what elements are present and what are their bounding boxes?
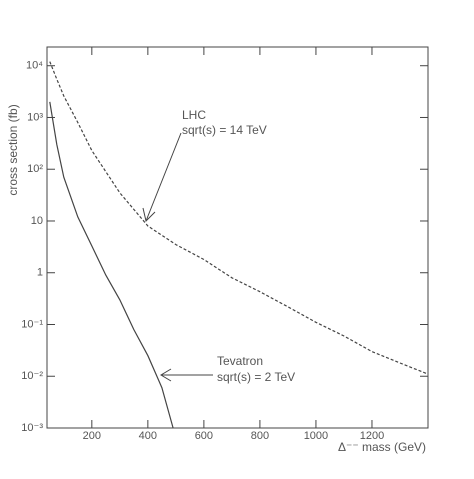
y-tick-label: 10⁻³ — [21, 422, 43, 434]
y-tick-label: 10⁻¹ — [21, 318, 43, 330]
annotation: sqrt(s) = 2 TeV — [217, 370, 295, 384]
y-tick-label: 10³ — [27, 111, 43, 123]
x-tick-label: 1200 — [360, 430, 384, 442]
x-tick-label: 200 — [83, 430, 101, 442]
annotation: sqrt(s) = 14 TeV — [182, 123, 267, 137]
series-line — [49, 61, 429, 375]
x-tick-label: 400 — [139, 430, 157, 442]
annotation: Tevatron — [217, 354, 263, 368]
x-tick-label: 800 — [251, 430, 269, 442]
y-tick-label: 1 — [37, 267, 43, 279]
plot-frame — [46, 46, 429, 429]
arrowhead — [160, 368, 172, 382]
arrows — [142, 132, 213, 382]
series-line — [49, 101, 174, 429]
y-tick-label: 10⁻² — [21, 370, 43, 382]
y-tick-label: 10⁴ — [26, 60, 43, 72]
x-axis-label: Δ⁻⁻ mass (GeV) — [338, 440, 426, 454]
arrowhead — [142, 207, 156, 222]
annotation: LHC — [182, 108, 206, 122]
arrow — [145, 132, 182, 222]
x-tick-label: 600 — [195, 430, 213, 442]
x-tick-label: 1000 — [304, 430, 328, 442]
y-tick-label: 10 — [31, 215, 43, 227]
y-tick-label: 10² — [27, 163, 43, 175]
y-axis-label: cross section (fb) — [6, 104, 20, 195]
